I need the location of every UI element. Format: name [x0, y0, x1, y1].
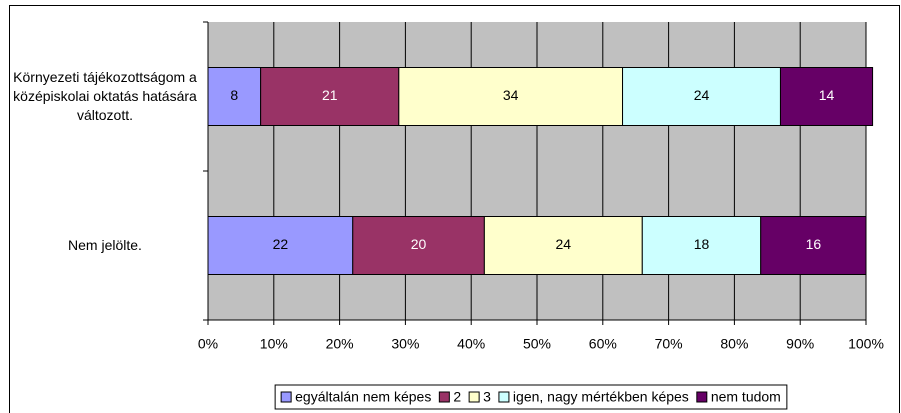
x-tick-label: 50%: [523, 336, 551, 352]
data-label: 22: [273, 236, 289, 252]
y-tick-label: Nem jelölte.: [68, 237, 142, 253]
x-tick-label: 20%: [326, 336, 354, 352]
data-label: 21: [322, 87, 338, 103]
x-tick-label: 80%: [720, 336, 748, 352]
legend-swatch: [696, 391, 708, 403]
x-tick-label: 60%: [589, 336, 617, 352]
bar-segment: [352, 216, 485, 275]
legend-swatch: [438, 391, 450, 403]
bar-segment: [483, 216, 643, 275]
bar-segment: [779, 67, 874, 126]
data-label: 24: [556, 236, 572, 252]
legend-swatch: [468, 391, 480, 403]
legend-label: igen, nagy mértékben képes: [513, 389, 689, 405]
legend-label: egyáltalán nem képes: [295, 389, 431, 405]
legend-swatch: [280, 391, 292, 403]
legend-swatch: [498, 391, 510, 403]
legend-label: nem tudom: [711, 389, 781, 405]
x-tick-label: 90%: [786, 336, 814, 352]
data-label: 14: [819, 87, 835, 103]
bar-segment: [760, 216, 867, 275]
x-tick-label: 70%: [655, 336, 683, 352]
x-tick-label: 30%: [391, 336, 419, 352]
data-label: 16: [806, 236, 822, 252]
bar-segment: [641, 216, 762, 275]
x-tick-label: 10%: [260, 336, 288, 352]
y-tick-label: Környezeti tájékozottságom a középiskola…: [13, 69, 197, 123]
data-label: 8: [230, 87, 238, 103]
legend-label: 3: [483, 389, 491, 405]
bar-segment: [207, 216, 354, 275]
bar-segment: [398, 67, 624, 126]
data-label: 34: [503, 87, 519, 103]
bar-segment: [207, 67, 262, 126]
data-label: 20: [411, 236, 427, 252]
x-tick-label: 40%: [457, 336, 485, 352]
data-label: 18: [694, 236, 710, 252]
x-tick-label: 100%: [848, 336, 884, 352]
data-label: 24: [694, 87, 710, 103]
legend-label: 2: [453, 389, 461, 405]
bar-segment: [260, 67, 400, 126]
x-tick-label: 0%: [198, 336, 218, 352]
